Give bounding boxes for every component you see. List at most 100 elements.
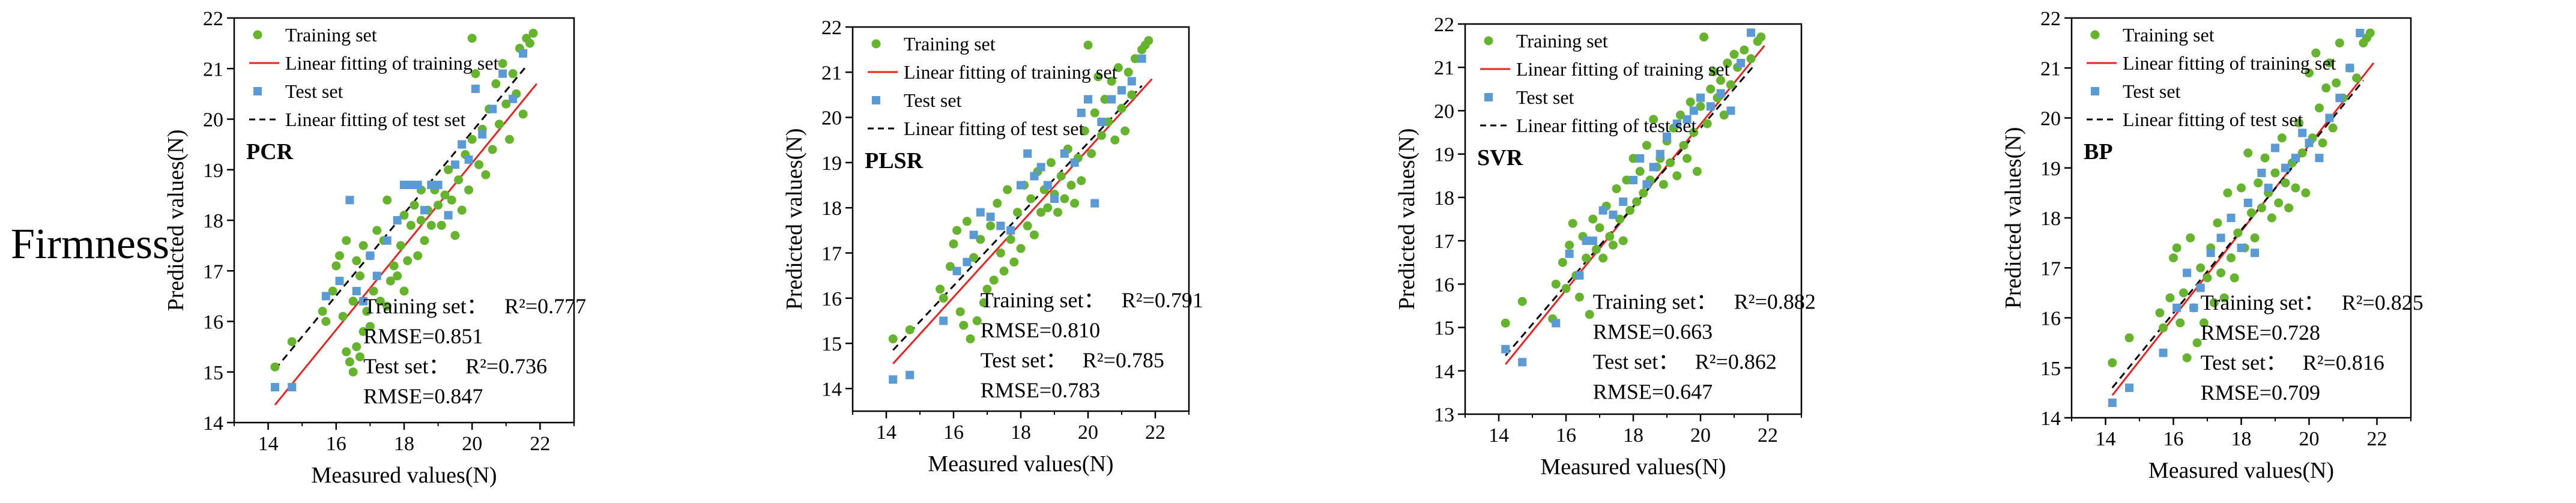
test-point	[464, 155, 473, 164]
training-point	[2186, 233, 2195, 242]
test-point	[2216, 233, 2225, 242]
x-tick-label: 22	[530, 433, 550, 455]
training-point	[1090, 108, 1099, 118]
test-label: Test set：	[1593, 350, 1680, 374]
y-tick-label: 16	[1434, 274, 1454, 296]
test-point	[288, 383, 297, 392]
legend-test-label: Test set	[285, 80, 343, 102]
training-point	[905, 325, 915, 334]
test-point	[359, 297, 368, 306]
x-tick-label: 16	[326, 433, 346, 455]
training-point	[2237, 183, 2246, 193]
training-point	[2297, 148, 2307, 158]
legend-test-fit-label: Linear fitting of test set	[2123, 109, 2303, 130]
training-point	[1628, 154, 1638, 163]
training-point	[2199, 318, 2209, 328]
training-point	[959, 321, 969, 330]
test-point	[1636, 154, 1645, 163]
training-point	[406, 220, 416, 230]
plsr-chart: 14 16 18 20 22 14 15 16 17 18 19 20 21 22 Measured val…	[782, 17, 1203, 477]
training-point	[467, 34, 477, 43]
training-point	[976, 235, 985, 244]
training-point	[342, 236, 351, 245]
test-point	[1023, 149, 1032, 158]
pcr-chart: 14 16 18 20 22 14 15 16 17 18 19 20 21 22 Measured val…	[163, 8, 586, 488]
x-tick-label: 14	[258, 433, 279, 455]
training-point	[1077, 176, 1086, 185]
y-tick-label: 22	[203, 8, 223, 30]
training-point	[501, 99, 511, 109]
training-point	[348, 367, 358, 377]
training-point	[2233, 228, 2243, 238]
test-point	[1050, 194, 1059, 203]
training-point	[1622, 175, 1631, 185]
training-point	[481, 170, 491, 179]
test-point	[321, 292, 330, 301]
test-point	[1060, 149, 1069, 158]
training-point	[1689, 128, 1699, 137]
training-point	[1658, 179, 1668, 189]
training-point	[999, 267, 1009, 276]
training-point	[972, 316, 982, 325]
training-point	[2270, 168, 2280, 178]
test-point	[413, 181, 422, 190]
legend-training-marker	[253, 30, 262, 40]
training-point	[413, 251, 423, 261]
training-point	[955, 307, 965, 316]
training-point	[1756, 32, 1766, 42]
y-axis-label: Predicted values(N)	[163, 130, 189, 312]
x-tick-label: 14	[2096, 428, 2116, 450]
training-point	[454, 175, 464, 185]
y-tick-label: 17	[821, 242, 842, 265]
x-tick-label: 18	[1623, 424, 1643, 447]
training-point	[1016, 244, 1026, 253]
training-point	[420, 236, 429, 245]
test-point	[1070, 158, 1079, 167]
test-point	[1598, 206, 1607, 215]
training-point	[2182, 353, 2192, 363]
test-point	[889, 375, 898, 384]
training-point	[1679, 140, 1689, 150]
training-point	[1699, 32, 1709, 42]
svr-chart: 14 16 18 20 22 13 14 15 16 17 18 19 20 21 22 Measured v…	[1394, 14, 1816, 480]
training-point	[450, 230, 460, 240]
model-title: SVR	[1477, 145, 1523, 170]
legend-test-fit-label: Linear fitting of test set	[1516, 115, 1696, 136]
test-point	[450, 160, 459, 169]
test-point	[1649, 163, 1658, 172]
x-tick-label: 14	[876, 421, 896, 444]
training-point	[2284, 203, 2294, 212]
training-point	[1009, 258, 1019, 267]
training-point	[2267, 213, 2276, 223]
training-point	[1591, 245, 1601, 255]
y-tick-label: 14	[1434, 361, 1454, 383]
test-point	[1036, 163, 1045, 172]
training-point	[1144, 36, 1153, 46]
y-tick-label: 16	[203, 312, 223, 334]
train-rmse: RMSE=0.728	[2201, 321, 2320, 345]
test-point	[434, 181, 443, 190]
test-point	[2257, 169, 2266, 178]
training-point	[2277, 133, 2287, 143]
test-point	[1097, 118, 1106, 127]
training-point	[471, 69, 480, 79]
training-point	[494, 119, 504, 129]
test-point	[1006, 226, 1015, 235]
training-point	[1649, 115, 1658, 124]
training-point	[348, 297, 358, 306]
test-label: Test set：	[981, 348, 1067, 372]
training-point	[1582, 253, 1591, 263]
test-point	[1575, 271, 1584, 280]
training-point	[2291, 183, 2300, 193]
training-point	[457, 205, 467, 215]
training-point	[355, 352, 364, 361]
y-tick-label: 21	[1434, 57, 1454, 79]
training-point	[1117, 104, 1126, 113]
test-point	[1084, 95, 1092, 104]
test-r2: R²=0.862	[1695, 350, 1777, 374]
test-point	[1672, 119, 1681, 128]
test-point	[2291, 154, 2300, 163]
test-point	[1043, 181, 1052, 190]
y-tick-label: 20	[821, 107, 842, 130]
training-point	[949, 239, 958, 248]
